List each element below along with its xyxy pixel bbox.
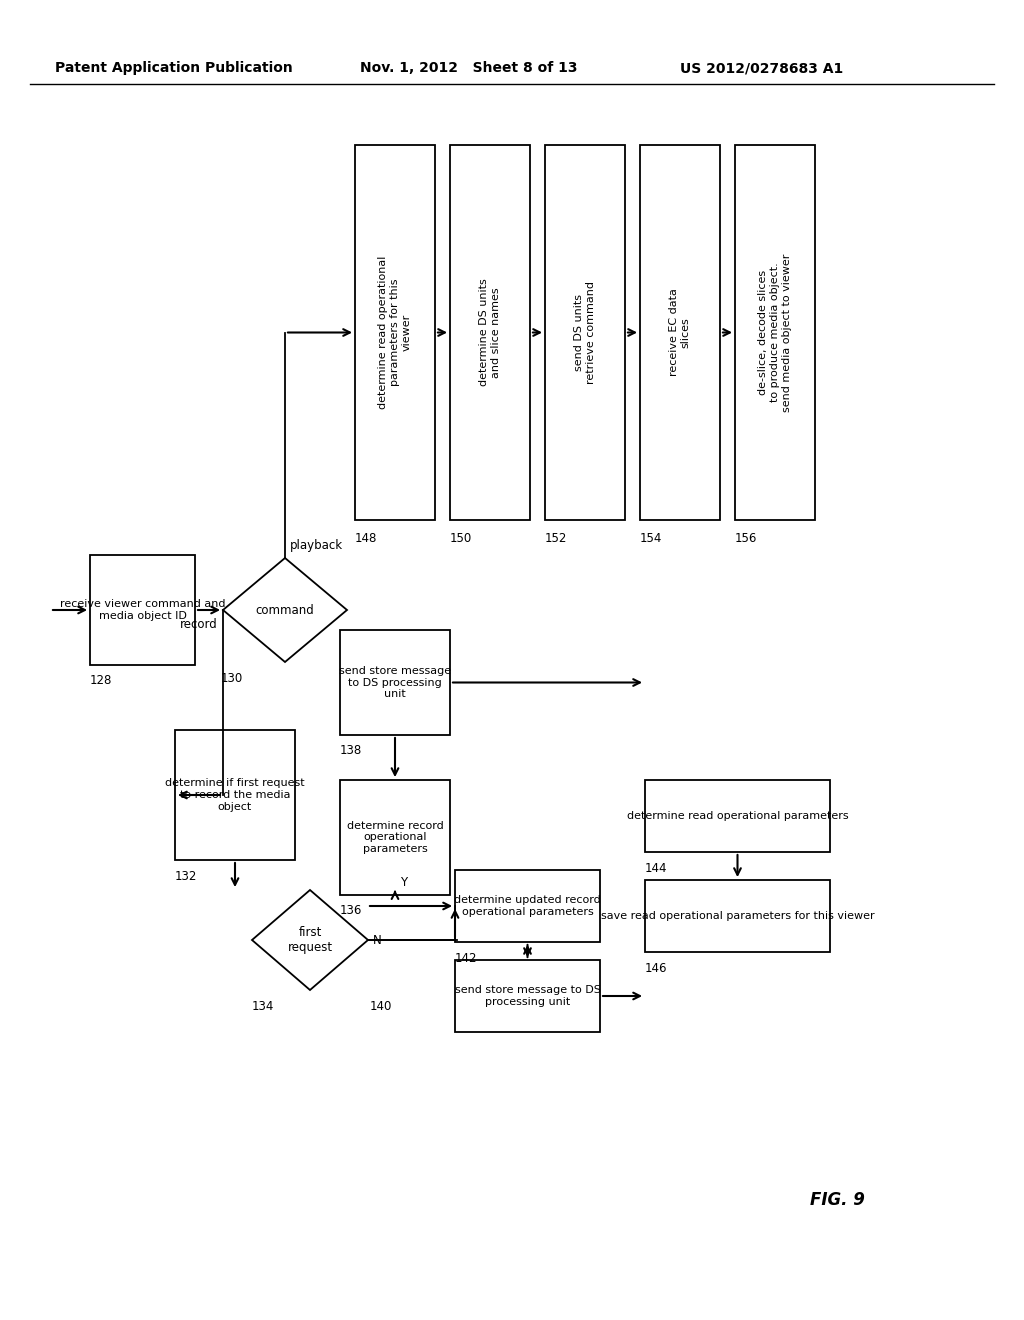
- Text: determine record
operational
parameters: determine record operational parameters: [347, 821, 443, 854]
- Text: 130: 130: [221, 672, 244, 685]
- Text: 136: 136: [340, 904, 362, 917]
- Text: send DS units
retrieve command: send DS units retrieve command: [574, 281, 596, 384]
- Text: command: command: [256, 603, 314, 616]
- Text: determine read operational
parameters for this
viewer: determine read operational parameters fo…: [379, 256, 412, 409]
- Bar: [640, 145, 720, 520]
- Text: US 2012/0278683 A1: US 2012/0278683 A1: [680, 61, 843, 75]
- Text: determine updated record
operational parameters: determine updated record operational par…: [454, 895, 601, 917]
- Text: Y: Y: [400, 875, 408, 888]
- Text: N: N: [373, 933, 382, 946]
- Bar: [90, 554, 195, 665]
- Text: 140: 140: [370, 999, 392, 1012]
- Text: 146: 146: [645, 961, 668, 974]
- Text: 150: 150: [450, 532, 472, 544]
- Text: save read operational parameters for this viewer: save read operational parameters for thi…: [601, 911, 874, 921]
- Text: 132: 132: [175, 870, 198, 883]
- Bar: [545, 145, 625, 520]
- Text: 156: 156: [735, 532, 758, 544]
- Text: 154: 154: [640, 532, 663, 544]
- Text: 138: 138: [340, 744, 362, 758]
- Text: send store message to DS
processing unit: send store message to DS processing unit: [455, 985, 600, 1007]
- Text: 128: 128: [90, 675, 113, 688]
- Text: de-slice, decode slices
to produce media object.
send media object to viewer: de-slice, decode slices to produce media…: [759, 253, 792, 412]
- Bar: [455, 960, 600, 1032]
- Text: receive EC data
slices: receive EC data slices: [670, 289, 691, 376]
- Bar: [340, 780, 450, 895]
- Text: 144: 144: [645, 862, 668, 874]
- Text: playback: playback: [290, 540, 343, 553]
- Text: determine if first request
to record the media
object: determine if first request to record the…: [165, 779, 305, 812]
- Bar: [450, 145, 530, 520]
- Text: Nov. 1, 2012   Sheet 8 of 13: Nov. 1, 2012 Sheet 8 of 13: [360, 61, 578, 75]
- Text: determine DS units
and slice names: determine DS units and slice names: [479, 279, 501, 387]
- Text: first
request: first request: [288, 927, 333, 954]
- Text: record: record: [180, 619, 218, 631]
- Text: send store message
to DS processing
unit: send store message to DS processing unit: [339, 665, 451, 700]
- Text: 148: 148: [355, 532, 378, 544]
- Polygon shape: [252, 890, 368, 990]
- Bar: [340, 630, 450, 735]
- Text: FIG. 9: FIG. 9: [810, 1191, 865, 1209]
- Bar: [455, 870, 600, 942]
- Bar: [175, 730, 295, 861]
- Bar: [645, 780, 830, 851]
- Text: 134: 134: [252, 999, 274, 1012]
- Bar: [355, 145, 435, 520]
- Text: 142: 142: [455, 952, 477, 965]
- Text: Patent Application Publication: Patent Application Publication: [55, 61, 293, 75]
- Bar: [735, 145, 815, 520]
- Polygon shape: [223, 558, 347, 663]
- Text: receive viewer command and
media object ID: receive viewer command and media object …: [59, 599, 225, 620]
- Bar: [645, 880, 830, 952]
- Text: determine read operational parameters: determine read operational parameters: [627, 810, 848, 821]
- Text: 152: 152: [545, 532, 567, 544]
